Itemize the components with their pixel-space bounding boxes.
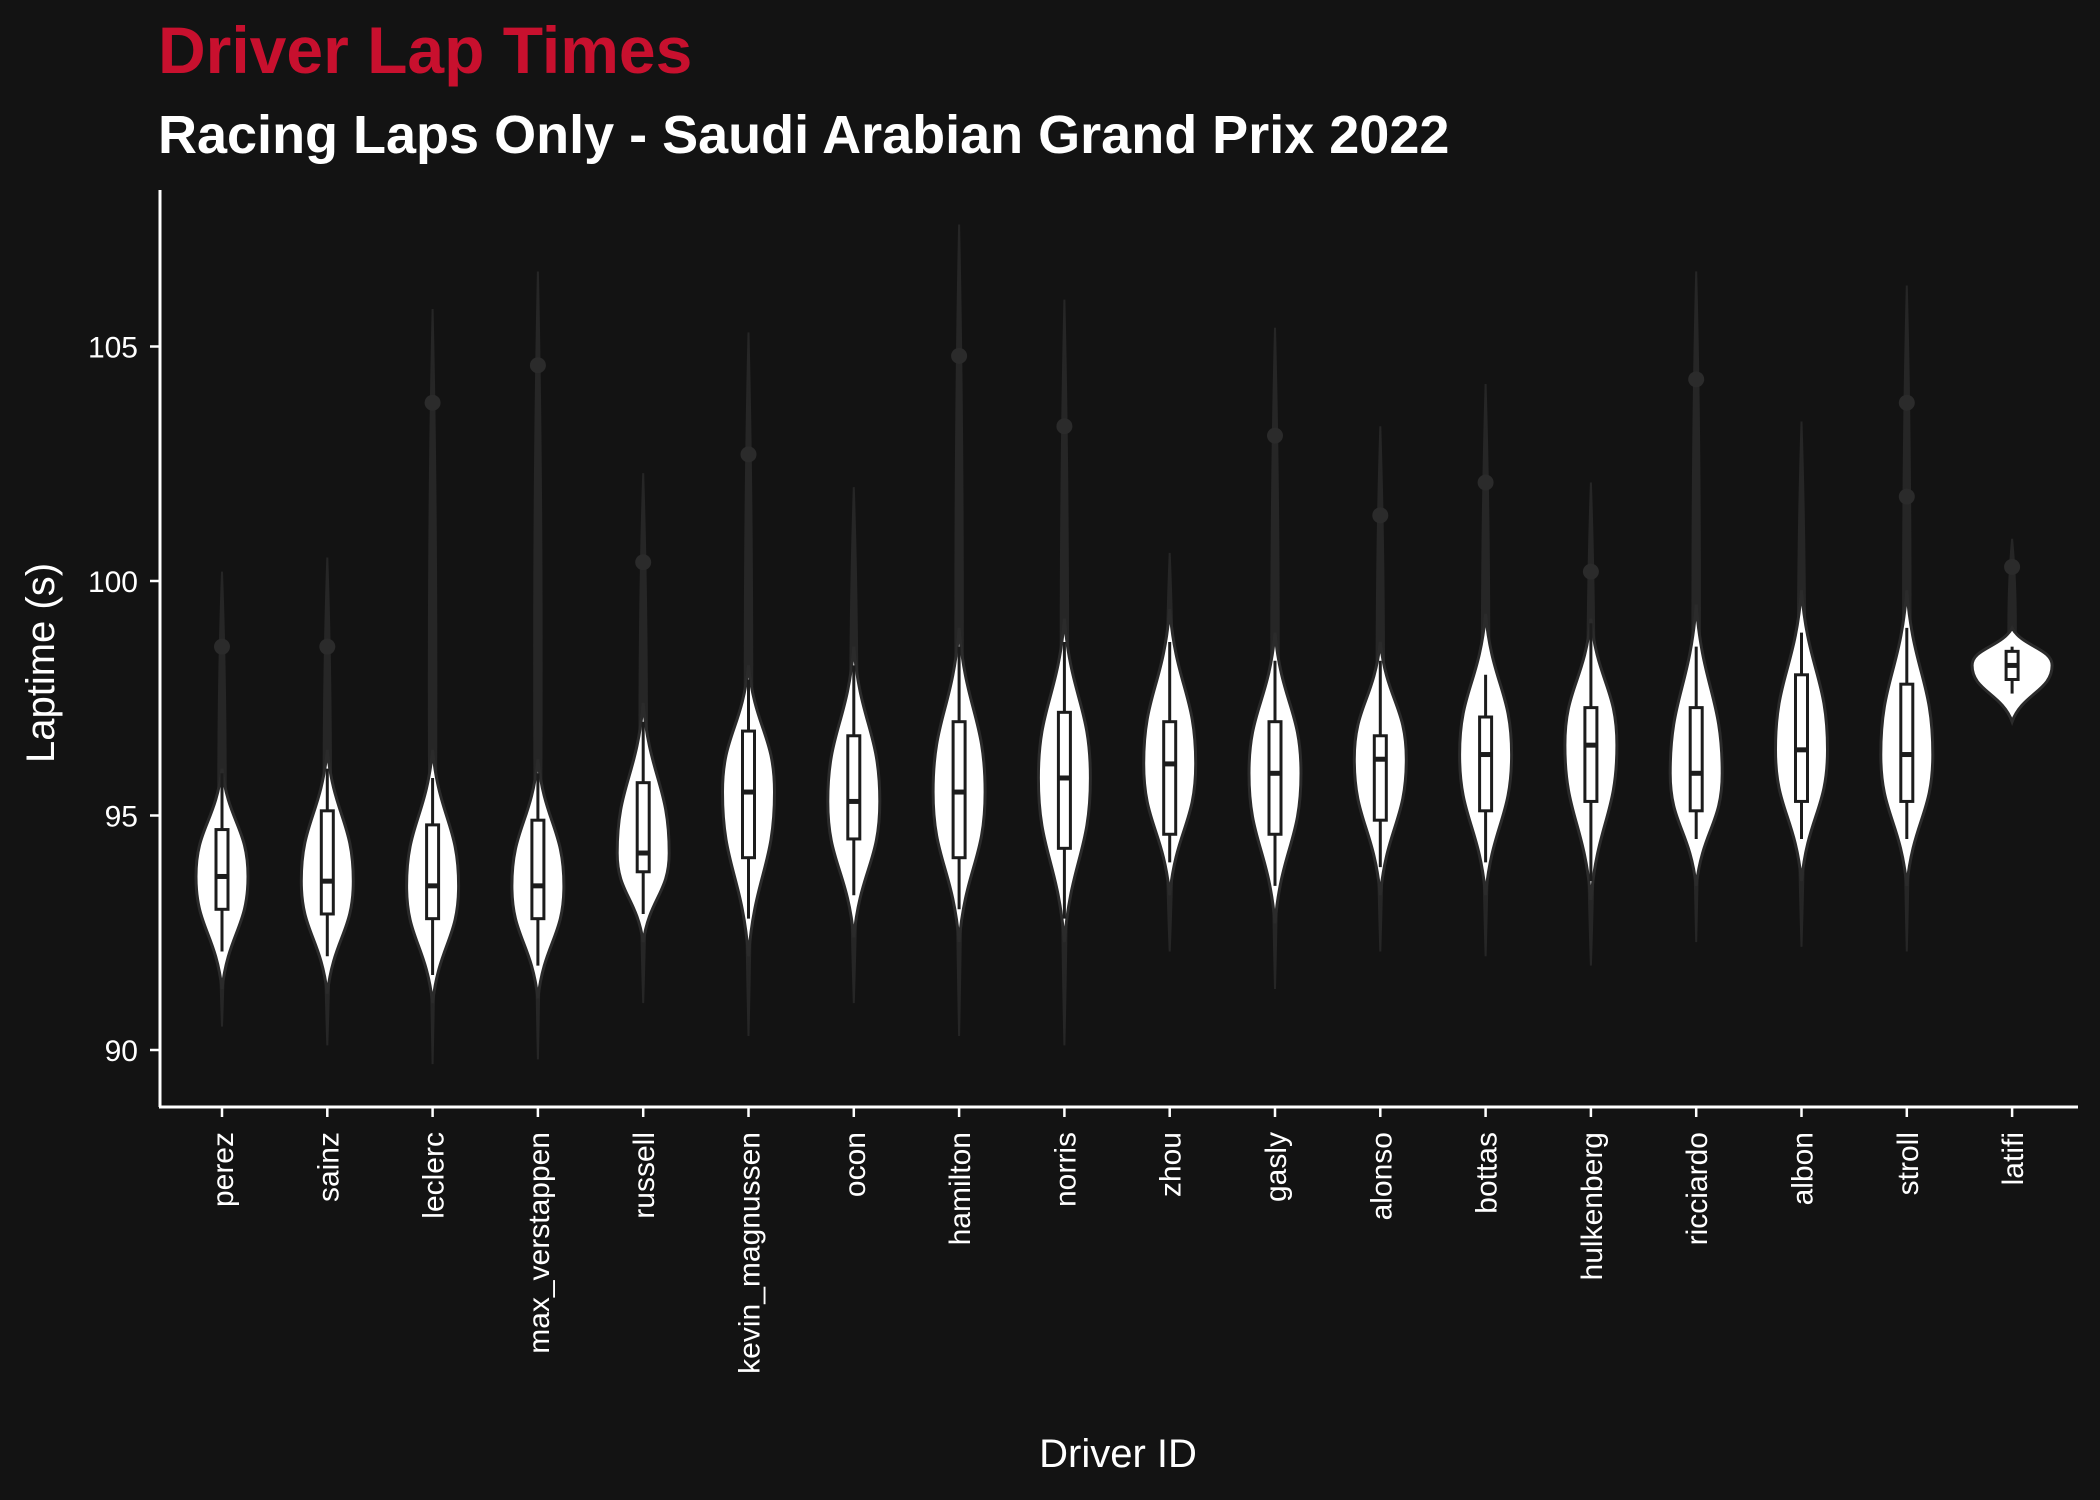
- x-tick-label: ocon: [839, 1132, 872, 1197]
- x-tick-label: leclerc: [418, 1132, 451, 1219]
- box-stroll: [1899, 682, 1915, 803]
- box-zhou: [1162, 720, 1178, 836]
- outlier-point: [319, 638, 336, 655]
- box-ricciardo: [1688, 706, 1704, 813]
- x-tick-label: albon: [1787, 1132, 1820, 1205]
- background-distribution-layer: [217, 224, 2017, 1065]
- box-max_verstappen: [530, 818, 546, 921]
- x-tick-label: ricciardo: [1681, 1132, 1714, 1245]
- y-tick-label: 105: [88, 332, 138, 365]
- box-perez: [214, 828, 230, 911]
- outlier-point: [1267, 427, 1283, 444]
- x-tick-label: norris: [1049, 1132, 1082, 1207]
- outlier-point: [740, 446, 757, 463]
- y-axis-title: Laptime (s): [19, 563, 63, 763]
- box-hulkenberg: [1583, 706, 1599, 803]
- violin-layer: [194, 590, 2054, 1004]
- x-tick-label: hamilton: [944, 1132, 977, 1245]
- box-russell: [635, 781, 651, 874]
- box-albon: [1794, 673, 1809, 803]
- outlier-point: [635, 554, 652, 571]
- x-tick-label: russell: [628, 1132, 661, 1219]
- chart-title: Driver Lap Times: [158, 13, 693, 87]
- x-tick-label: zhou: [1155, 1132, 1188, 1197]
- outlier-point: [1898, 488, 1915, 505]
- box-ocon: [846, 734, 862, 841]
- x-tick-label: alonso: [1365, 1132, 1398, 1220]
- x-tick-label: hulkenberg: [1576, 1132, 1609, 1280]
- chart-subtitle: Racing Laps Only - Saudi Arabian Grand P…: [158, 105, 1450, 165]
- x-tick-label: kevin_magnussen: [734, 1132, 767, 1374]
- outlier-point: [1477, 474, 1494, 491]
- outlier-point: [951, 347, 968, 364]
- outlier-point: [1898, 394, 1915, 411]
- x-tick-label: sainz: [312, 1132, 345, 1202]
- x-tick-label: bottas: [1471, 1132, 1504, 1214]
- y-ticks: 90 95 100 105: [88, 332, 160, 1068]
- box-sainz: [319, 809, 335, 916]
- outlier-layer: [214, 347, 2021, 655]
- y-tick-label: 90: [105, 1035, 138, 1068]
- box-bottas: [1478, 715, 1494, 813]
- outlier-point: [1372, 507, 1389, 524]
- outlier-point: [2004, 558, 2021, 575]
- x-ticks: perez sainz leclerc max_verstappen russell ke…: [207, 1107, 2030, 1374]
- outlier-point: [529, 357, 546, 374]
- x-tick-label: max_verstappen: [523, 1132, 556, 1354]
- outlier-point: [214, 638, 230, 655]
- x-axis-title: Driver ID: [1039, 1432, 1197, 1476]
- box-alonso: [1372, 734, 1388, 822]
- y-tick-label: 95: [105, 801, 138, 834]
- x-tick-label: perez: [207, 1132, 240, 1207]
- x-tick-label: latifi: [1997, 1132, 2030, 1185]
- y-tick-label: 100: [88, 566, 138, 599]
- outlier-point: [424, 394, 441, 411]
- outlier-point: [1688, 371, 1705, 388]
- x-tick-label: gasly: [1260, 1132, 1293, 1202]
- box-leclerc: [425, 823, 441, 921]
- outlier-point: [1056, 418, 1073, 435]
- outlier-point: [1582, 563, 1599, 580]
- x-tick-label: stroll: [1892, 1132, 1925, 1195]
- box-gasly: [1267, 720, 1283, 836]
